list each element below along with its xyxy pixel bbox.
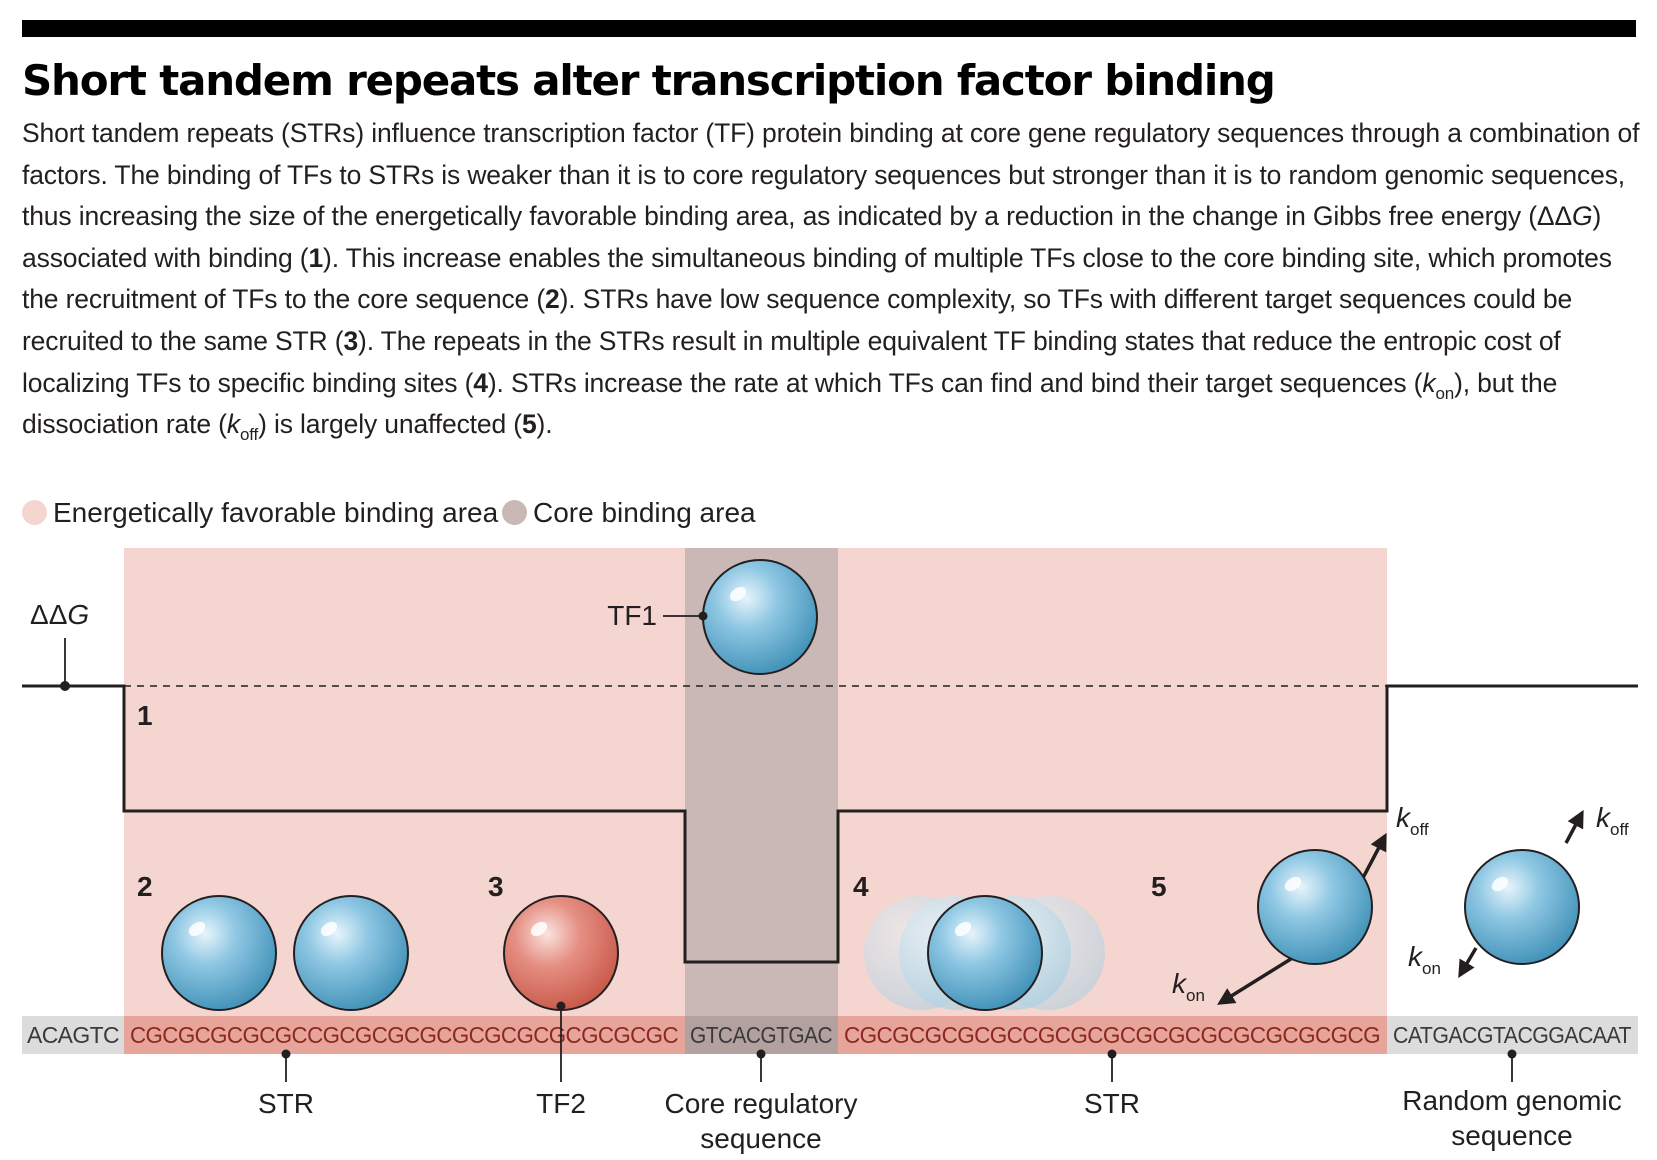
tf1-protein bbox=[702, 559, 818, 675]
caption-text: ). The repeats in the STRs result in mul… bbox=[22, 325, 1561, 398]
tf1-label: TF1 bbox=[607, 600, 657, 631]
bottom-pointers bbox=[281, 1001, 1517, 1082]
kon-arrow-random bbox=[1458, 947, 1478, 979]
kon-label-random: kon bbox=[1408, 941, 1441, 978]
tf2-protein bbox=[503, 895, 619, 1011]
kon-k-random: k bbox=[1408, 941, 1424, 972]
seq-band-right-flank bbox=[1387, 1016, 1638, 1054]
seq-band-core bbox=[685, 1016, 838, 1054]
koff-k-random: k bbox=[1596, 802, 1612, 833]
caption-text: ). STRs have low sequence complexity, so… bbox=[22, 284, 1573, 356]
kon-k: k bbox=[1172, 968, 1188, 999]
label-tf2: TF2 bbox=[536, 1088, 586, 1119]
caption-text: ) associated with binding ( bbox=[22, 201, 1602, 273]
label-core-line1: Core regulatory bbox=[665, 1088, 858, 1119]
legend-swatch-core bbox=[502, 500, 527, 525]
label-core-line2: sequence bbox=[700, 1123, 821, 1154]
tf-protein-step2-a bbox=[161, 895, 277, 1011]
kon-subscript: on bbox=[1186, 986, 1205, 1005]
caption-ddg-g: G bbox=[1572, 201, 1593, 232]
caption-step-number: 1 bbox=[308, 242, 324, 273]
sequence-left-flank: ACAGTC bbox=[27, 1022, 119, 1048]
tf-highlight bbox=[954, 921, 972, 937]
kon-subscript-random: on bbox=[1422, 959, 1441, 978]
sequence-core: GTCACGTGAC bbox=[690, 1022, 832, 1048]
tf-highlight bbox=[320, 921, 338, 937]
sequence-str-right: CGCGCGCGCGCCGCGCGCGCGCGCGCGCGCGCG bbox=[844, 1022, 1380, 1048]
kon-label: kon bbox=[1172, 968, 1205, 1005]
step-number-1: 1 bbox=[137, 700, 153, 731]
tf-protein-step5 bbox=[1257, 849, 1373, 965]
label-random-line1: Random genomic bbox=[1402, 1085, 1621, 1116]
caption-k-off: k bbox=[226, 409, 240, 440]
legend-item-core: Core binding area bbox=[502, 496, 756, 530]
step-number-2: 2 bbox=[137, 871, 153, 902]
koff-arrow-random bbox=[1564, 809, 1584, 844]
ddg-label-g: G bbox=[67, 599, 89, 630]
tf-highlight bbox=[1284, 876, 1302, 892]
step-number-3: 3 bbox=[488, 871, 504, 902]
legend-item-favorable: Energetically favorable binding area bbox=[22, 496, 498, 530]
binding-diagram: ΔΔG 1 2 3 4 5 TF1 kon koff koff kon ACAG… bbox=[22, 548, 1638, 1154]
caption-text: ). This increase enables the simultaneou… bbox=[22, 242, 1612, 315]
sequence-right-flank: CATGACGTACGGACAAT bbox=[1393, 1022, 1632, 1048]
label-str-left: STR bbox=[258, 1088, 314, 1119]
caption-ddg-delta: ΔΔ bbox=[1536, 201, 1573, 232]
label-str-right: STR bbox=[1084, 1088, 1140, 1119]
ddg-label-delta: ΔΔ bbox=[30, 599, 67, 630]
koff-subscript: off bbox=[1410, 820, 1429, 839]
step-number-4: 4 bbox=[853, 871, 869, 902]
tf-protein-step2-b bbox=[293, 895, 409, 1011]
label-random-line2: sequence bbox=[1451, 1120, 1572, 1151]
caption-step-number: 2 bbox=[545, 284, 560, 315]
caption-text: Short tandem repeats (STRs) influence tr… bbox=[22, 118, 1640, 232]
seq-band-str-right bbox=[838, 1016, 1387, 1054]
caption-step-number: 3 bbox=[343, 325, 359, 356]
ddg-energy-profile bbox=[22, 684, 1638, 964]
ddg-label: ΔΔG bbox=[30, 599, 89, 630]
ddg-pointer-dot bbox=[60, 681, 70, 691]
caption-text: ) is largely unaffected ( bbox=[258, 409, 522, 440]
figure-caption: Short tandem repeats (STRs) influence tr… bbox=[22, 113, 1652, 446]
caption-k-on: k bbox=[1422, 367, 1436, 398]
koff-label-random: koff bbox=[1596, 802, 1629, 839]
caption-on-subscript: on bbox=[1435, 383, 1455, 403]
tf-protein-random bbox=[1464, 849, 1580, 965]
caption-step-number: 4 bbox=[473, 367, 488, 398]
tf2-highlight bbox=[530, 921, 548, 937]
legend-swatch-favorable bbox=[22, 500, 47, 525]
koff-subscript-random: off bbox=[1610, 820, 1629, 839]
seq-band-str-left bbox=[124, 1016, 685, 1054]
koff-k: k bbox=[1396, 802, 1412, 833]
figure-title: Short tandem repeats alter transcription… bbox=[22, 56, 1276, 105]
caption-text: ), but the dissociation rate ( bbox=[22, 367, 1558, 440]
sequence-str-left: CGCGCGCGCGCCGCGCGCGCGCGCGCGCGCGCGC bbox=[130, 1022, 678, 1048]
caption-text: ). STRs increase the rate at which TFs c… bbox=[487, 367, 1423, 398]
tf1-highlight bbox=[729, 586, 747, 602]
tf-protein-step4 bbox=[927, 895, 1043, 1011]
caption-text: ). bbox=[536, 409, 553, 440]
legend-label-core: Core binding area bbox=[533, 497, 756, 528]
seq-band-left-flank bbox=[22, 1016, 124, 1054]
caption-off-subscript: off bbox=[239, 425, 259, 445]
caption-step-number: 5 bbox=[521, 409, 537, 440]
tf1-pointer-dot bbox=[698, 611, 708, 621]
top-rule bbox=[22, 20, 1636, 37]
legend-label-favorable: Energetically favorable binding area bbox=[53, 497, 499, 528]
koff-label: koff bbox=[1396, 802, 1429, 839]
tf-highlight bbox=[188, 921, 206, 937]
tf-highlight bbox=[1491, 876, 1509, 892]
step-number-5: 5 bbox=[1151, 871, 1167, 902]
